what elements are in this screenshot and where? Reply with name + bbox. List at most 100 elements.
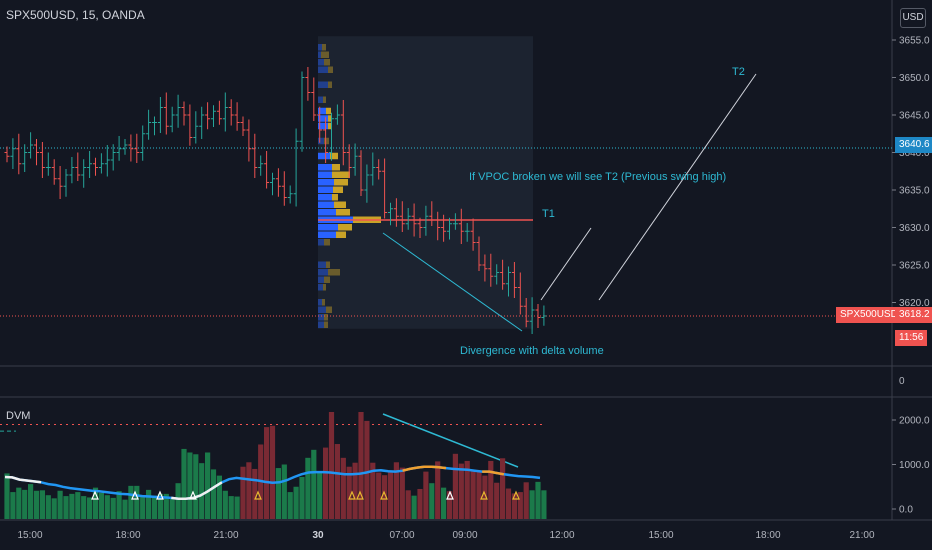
volume-profile-bar xyxy=(318,122,328,130)
volume-bar xyxy=(110,497,116,519)
volume-profile-bar xyxy=(336,231,346,238)
time-tick-label: 15:00 xyxy=(648,530,673,541)
countdown-tag: 11:56 xyxy=(895,330,928,346)
volume-profile-bar xyxy=(318,59,324,66)
volume-bar xyxy=(45,495,51,519)
volume-bar xyxy=(39,490,45,519)
volume-bar xyxy=(352,462,358,519)
price-tick-label: 3650.0 xyxy=(899,73,930,84)
delta-average-segment-white xyxy=(171,481,223,501)
volume-bar xyxy=(541,490,547,519)
volume-profile-bar xyxy=(318,231,336,238)
volume-bar xyxy=(98,492,104,519)
divergence-delta-line xyxy=(382,413,519,468)
time-tick-label: 18:00 xyxy=(115,530,140,541)
volume-bar xyxy=(163,493,169,519)
oscillator-tick-label: 0 xyxy=(899,376,905,387)
volume-tick-label: 1000.0 xyxy=(899,460,930,471)
volume-bar xyxy=(464,460,470,519)
volume-profile-bar xyxy=(318,81,328,88)
volume-profile-bar xyxy=(318,152,330,160)
delta-average-segment-white xyxy=(4,475,42,484)
volume-profile-bar xyxy=(324,321,328,328)
volume-profile-bar xyxy=(324,137,329,145)
volume-profile-bar xyxy=(324,314,328,321)
volume-bar xyxy=(51,498,57,519)
volume-bar xyxy=(128,485,134,519)
volume-bar xyxy=(323,447,329,519)
volume-bar xyxy=(246,462,252,519)
volume-profile-bar xyxy=(318,201,334,208)
time-tick-label: 07:00 xyxy=(389,530,414,541)
volume-bar xyxy=(146,489,152,519)
volume-profile-bar xyxy=(318,51,321,58)
volume-profile-bar xyxy=(318,66,328,73)
time-tick-label: 12:00 xyxy=(549,530,574,541)
volume-bar xyxy=(175,483,181,519)
time-tick-label: 15:00 xyxy=(17,530,42,541)
volume-bar xyxy=(387,472,394,519)
price-tick-label: 3645.0 xyxy=(899,111,930,122)
volume-bar xyxy=(57,490,63,519)
volume-bar xyxy=(28,484,34,519)
volume-bar xyxy=(33,490,40,519)
volume-profile-bar xyxy=(328,115,332,122)
volume-profile-bar xyxy=(336,209,350,216)
volume-bar xyxy=(193,454,199,519)
volume-bar xyxy=(181,448,187,519)
volume-bar xyxy=(476,470,482,519)
signal-triangle xyxy=(91,490,99,500)
signal-triangle xyxy=(131,490,139,500)
volume-profile-bar xyxy=(332,164,340,171)
time-tick-label: 09:00 xyxy=(452,530,477,541)
volume-bar xyxy=(535,481,541,519)
signal-triangle xyxy=(512,490,520,500)
volume-profile-bar xyxy=(328,81,332,88)
symbol-title[interactable]: SPX500USD, 15, OANDA xyxy=(6,8,145,22)
volume-profile-bar xyxy=(318,209,336,216)
time-tick-label: 21:00 xyxy=(213,530,238,541)
volume-bar xyxy=(382,475,388,519)
volume-bar xyxy=(69,493,75,519)
volume-bar xyxy=(417,488,423,519)
volume-bar xyxy=(169,497,175,519)
volume-profile-bar xyxy=(318,321,324,328)
volume-profile-bar xyxy=(318,314,324,321)
volume-profile-bar xyxy=(318,96,323,103)
volume-bar xyxy=(529,490,535,519)
volume-bar xyxy=(205,452,211,519)
volume-profile-bar xyxy=(323,96,326,103)
volume-profile-bar xyxy=(318,306,326,313)
currency-badge[interactable]: USD xyxy=(900,8,926,28)
volume-bar xyxy=(210,469,217,519)
volume-tick-label: 0.0 xyxy=(899,505,913,516)
volume-bar xyxy=(234,496,240,519)
signal-triangle xyxy=(348,490,356,500)
volume-bar xyxy=(393,462,399,519)
volume-bar xyxy=(104,495,110,519)
volume-bar xyxy=(281,464,287,519)
volume-bar xyxy=(140,496,146,519)
volume-profile-bar xyxy=(318,239,324,246)
volume-bar xyxy=(116,491,122,519)
price-tick-label: 3620.0 xyxy=(899,298,930,309)
volume-bar xyxy=(293,486,299,519)
volume-profile-bar xyxy=(322,299,325,306)
volume-bar xyxy=(317,472,323,519)
delta-average-segment-orange xyxy=(402,465,447,472)
projection-line-t1 xyxy=(540,227,592,301)
volume-profile-bar xyxy=(338,224,352,231)
volume-profile-bar xyxy=(326,261,330,268)
volume-profile-bar xyxy=(318,261,326,268)
volume-bar xyxy=(305,457,311,519)
volume-bar xyxy=(10,492,16,519)
volume-bar xyxy=(494,482,500,519)
volume-profile-bar xyxy=(318,284,323,291)
divergence-note: Divergence with delta volume xyxy=(460,345,604,357)
volume-bar xyxy=(423,471,429,519)
volume-profile-bar xyxy=(333,186,343,193)
indicator-label[interactable]: DVM xyxy=(6,410,31,422)
volume-profile-bar xyxy=(323,284,326,291)
volume-bar xyxy=(500,458,506,519)
volume-profile-bar xyxy=(322,44,326,51)
